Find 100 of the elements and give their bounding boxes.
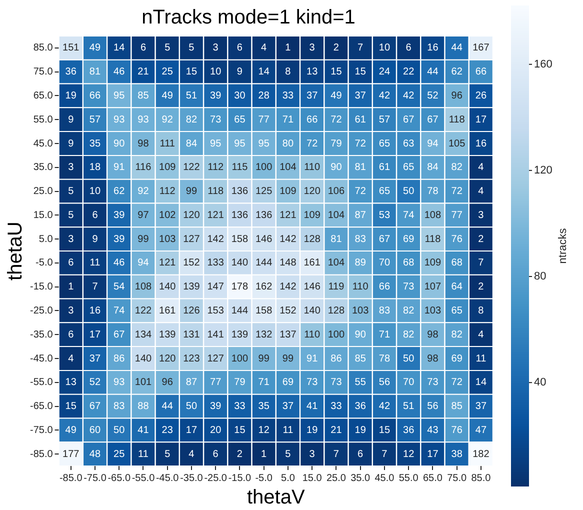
data-label: 79 <box>330 138 342 150</box>
data-label: 110 <box>352 282 369 293</box>
data-label: 61 <box>378 162 390 174</box>
data-label: 140 <box>231 258 248 269</box>
data-label: 9 <box>68 114 74 126</box>
data-label: 78 <box>378 353 390 364</box>
x-tick-label: -75.0 <box>84 472 107 484</box>
data-label: 3 <box>68 234 74 245</box>
data-label: 30 <box>234 90 246 102</box>
data-label: 119 <box>328 282 345 293</box>
data-label: 99 <box>186 186 198 198</box>
data-label: 93 <box>114 114 126 126</box>
data-label: 3 <box>68 305 74 316</box>
data-label: 79 <box>234 377 246 388</box>
data-label: 39 <box>210 401 222 412</box>
color-bar-title: ntracks <box>557 228 570 264</box>
data-label: 9 <box>236 66 243 78</box>
data-label: 6 <box>140 42 146 54</box>
data-label: 14 <box>475 377 487 388</box>
data-label: 86 <box>114 353 126 364</box>
data-label: 25 <box>162 66 174 78</box>
data-label: 69 <box>282 377 294 388</box>
data-label: 108 <box>424 210 442 221</box>
data-label: 80 <box>282 138 294 150</box>
data-label: 158 <box>255 305 273 316</box>
y-tick-label: -75.0 <box>30 424 54 436</box>
data-label: 35 <box>89 138 101 150</box>
data-label: 49 <box>65 424 77 436</box>
data-label: 96 <box>451 90 463 102</box>
data-label: 5 <box>68 210 74 221</box>
data-label: 3 <box>212 42 219 54</box>
data-label: 15 <box>65 401 77 412</box>
x-tick-label: -15.0 <box>228 472 252 484</box>
data-label: 82 <box>451 329 463 340</box>
data-label: 85 <box>451 401 463 412</box>
data-label: 35 <box>258 401 270 412</box>
data-label: 62 <box>114 186 126 198</box>
data-label: 94 <box>427 138 439 150</box>
data-label: 15 <box>330 66 342 78</box>
x-tick-label: -85.0 <box>59 472 83 484</box>
data-label: 5 <box>164 42 171 54</box>
data-label: 66 <box>475 66 487 78</box>
data-label: 142 <box>207 234 224 245</box>
data-label: 20 <box>210 424 222 436</box>
data-label: 122 <box>134 305 152 316</box>
data-label: 1 <box>68 282 74 293</box>
data-label: 127 <box>207 353 224 364</box>
data-label: 95 <box>258 138 270 150</box>
data-label: 72 <box>451 186 463 198</box>
data-label: 120 <box>304 186 321 198</box>
data-label: 4 <box>188 448 195 460</box>
data-label: 48 <box>89 448 101 460</box>
x-tick-label: -5.0 <box>255 472 273 484</box>
data-label: 122 <box>183 162 200 174</box>
data-label: 5 <box>285 448 292 460</box>
data-label: 7 <box>478 258 484 269</box>
data-label: 4 <box>68 353 74 364</box>
x-axis-title: thetaV <box>246 486 306 509</box>
y-tick-label: 25.0 <box>33 186 54 198</box>
data-label: 13 <box>65 377 77 388</box>
data-label: 77 <box>210 377 222 388</box>
data-label: 73 <box>330 377 342 388</box>
data-label: 178 <box>231 282 248 293</box>
data-label: 11 <box>138 448 149 460</box>
data-label: 7 <box>382 448 388 460</box>
data-label: 4 <box>478 162 484 174</box>
data-label: 158 <box>231 234 248 245</box>
data-label: 1 <box>285 42 292 54</box>
data-label: 107 <box>424 282 442 293</box>
data-label: 57 <box>378 114 390 126</box>
data-label: 63 <box>403 138 415 150</box>
x-tick-label: -65.0 <box>108 472 131 484</box>
data-label: 41 <box>138 424 150 436</box>
data-label: 91 <box>306 353 318 364</box>
data-label: 47 <box>475 424 487 436</box>
data-label: 93 <box>114 377 126 388</box>
data-label: 11 <box>282 424 294 436</box>
data-label: 1 <box>261 448 268 460</box>
data-label: 10 <box>378 42 390 54</box>
data-label: 96 <box>162 377 174 388</box>
data-label: 128 <box>328 305 345 316</box>
data-label: 19 <box>354 424 366 436</box>
data-label: 39 <box>114 210 126 221</box>
data-label: 22 <box>403 66 415 78</box>
data-label: 70 <box>378 258 390 269</box>
x-tick-label: 75.0 <box>447 472 467 484</box>
data-label: 110 <box>304 329 320 340</box>
data-label: 109 <box>159 162 176 174</box>
x-tick-label: 45.0 <box>374 472 395 484</box>
data-label: 3 <box>309 42 316 54</box>
data-label: 10 <box>210 66 222 78</box>
data-label: 38 <box>451 448 463 460</box>
data-label: 139 <box>231 329 248 340</box>
data-label: 88 <box>138 401 150 412</box>
data-label: 3 <box>478 210 484 221</box>
data-label: 120 <box>159 353 176 364</box>
x-tick-label: -55.0 <box>132 472 156 484</box>
data-label: 14 <box>258 66 270 78</box>
data-label: 66 <box>89 90 101 102</box>
data-label: 67 <box>89 401 101 412</box>
